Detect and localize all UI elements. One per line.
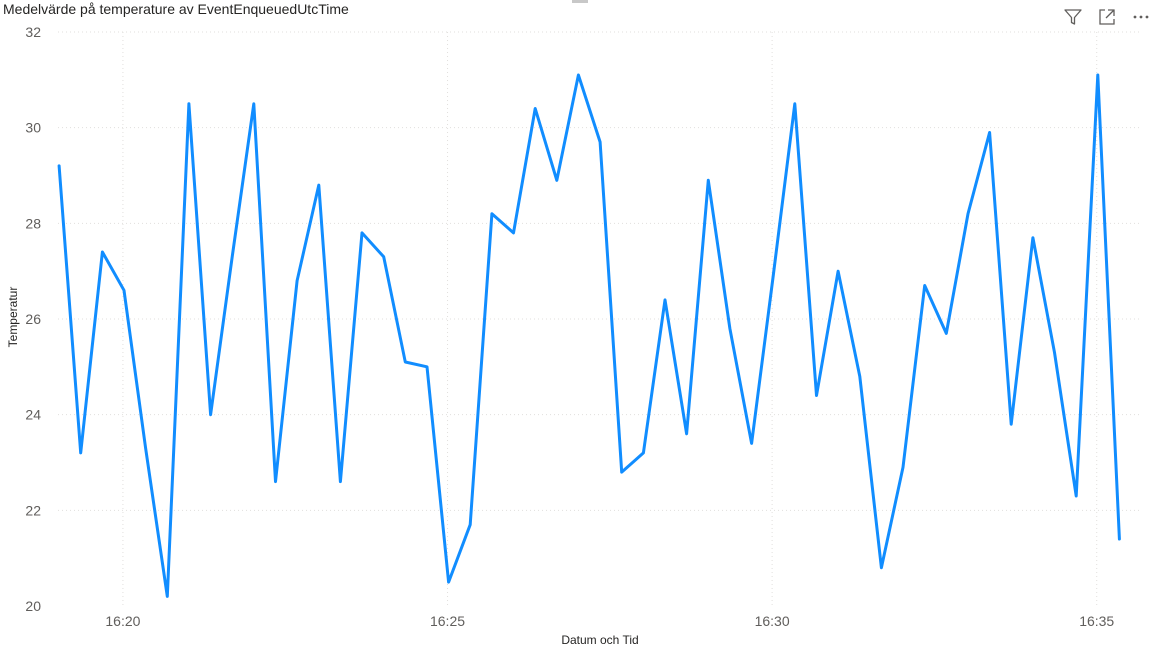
data-point[interactable] [185,100,193,108]
data-point[interactable] [639,449,647,457]
data-point[interactable] [315,181,323,189]
x-tick-label: 16:20 [105,613,140,629]
data-point[interactable] [77,449,85,457]
data-point[interactable] [401,358,409,366]
data-point[interactable] [207,411,215,419]
data-point[interactable] [964,210,972,218]
data-point[interactable] [271,478,279,486]
data-point[interactable] [1029,234,1037,242]
y-tick-label: 28 [25,215,41,231]
data-point[interactable] [596,138,604,146]
visual-header-icons [1061,6,1153,28]
data-point[interactable] [98,248,106,256]
data-point[interactable] [683,430,691,438]
x-tick-label: 16:25 [430,613,465,629]
data-point[interactable] [1051,348,1059,356]
chart-title: Medelvärde på temperature av EventEnqueu… [3,1,349,17]
data-point[interactable] [618,468,626,476]
data-point[interactable] [358,229,366,237]
drag-handle[interactable] [572,0,588,3]
x-tick-label: 16:30 [755,613,790,629]
data-point[interactable] [661,296,669,304]
data-point[interactable] [55,162,63,170]
y-tick-label: 24 [25,407,41,423]
data-point[interactable] [531,105,539,113]
data-point[interactable] [380,253,388,261]
data-point[interactable] [250,100,258,108]
focus-mode-icon[interactable] [1095,6,1119,28]
data-point[interactable] [553,176,561,184]
data-point[interactable] [163,592,171,600]
data-point[interactable] [769,272,777,280]
data-point[interactable] [1094,71,1102,79]
series-line-layer [55,71,1123,600]
data-point[interactable] [704,176,712,184]
y-tick-label: 32 [25,24,41,40]
data-point[interactable] [791,100,799,108]
data-point[interactable] [1007,420,1015,428]
data-point[interactable] [748,439,756,447]
y-tick-label: 26 [25,311,41,327]
data-point[interactable] [899,463,907,471]
data-point[interactable] [726,325,734,333]
gridlines [58,31,1140,606]
data-point[interactable] [336,478,344,486]
data-point[interactable] [877,564,885,572]
data-point[interactable] [466,521,474,529]
data-point[interactable] [142,444,150,452]
y-tick-label: 20 [25,598,41,614]
data-point[interactable] [1115,535,1123,543]
data-point[interactable] [1072,492,1080,500]
data-point[interactable] [986,128,994,136]
y-tick-label: 22 [25,502,41,518]
data-point[interactable] [834,267,842,275]
filter-icon[interactable] [1061,6,1085,28]
y-tick-label: 30 [25,120,41,136]
data-point[interactable] [293,277,301,285]
data-point[interactable] [488,210,496,218]
data-point[interactable] [812,392,820,400]
data-point[interactable] [942,329,950,337]
data-point[interactable] [228,253,236,261]
data-point[interactable] [423,363,431,371]
data-point[interactable] [574,71,582,79]
data-point[interactable] [445,578,453,586]
series-line[interactable] [57,73,1121,598]
data-point[interactable] [120,286,128,294]
y-axis-ticks: 20 22 24 26 28 30 32 [25,24,41,614]
data-point[interactable] [856,372,864,380]
data-point[interactable] [921,282,929,290]
x-axis-ticks: 16:20 16:25 16:30 16:35 [105,613,1114,629]
data-point[interactable] [510,229,518,237]
x-tick-label: 16:35 [1079,613,1114,629]
x-axis-title: Datum och Tid [561,633,639,647]
more-options-icon[interactable] [1129,6,1153,28]
